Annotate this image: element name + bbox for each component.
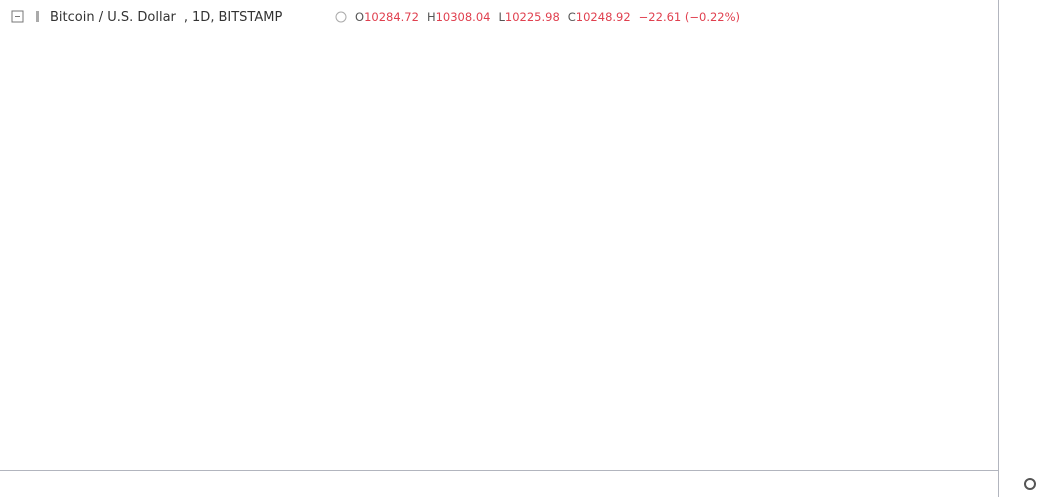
ohlc-label: C xyxy=(568,10,576,24)
ohlc-value: 10248.92 xyxy=(576,10,631,24)
symbol-name: Bitcoin / U.S. Dollar xyxy=(50,10,177,25)
settings-icon[interactable] xyxy=(1024,478,1036,490)
interval: 1D xyxy=(192,10,210,25)
symbol: Bitcoin / U.S. Dollar, 1D, BITSTAMP xyxy=(50,10,282,25)
ohlc-value: 10284.72 xyxy=(364,10,419,24)
header: Bitcoin / U.S. Dollar, 1D, BITSTAMP O10284… xyxy=(11,10,740,25)
ohlc-value: 10308.04 xyxy=(436,10,491,24)
change: −22.61 (−0.22%) xyxy=(639,10,740,24)
collapse-icon[interactable] xyxy=(11,10,24,23)
exchange: BITSTAMP xyxy=(218,10,282,25)
ohlc-label: H xyxy=(427,10,436,24)
gear[interactable] xyxy=(1024,478,1036,490)
ohlc-legend: O10284.72 H10308.04 L10225.98 C10248.92 −22.… xyxy=(355,10,740,24)
ohlc-label: L xyxy=(498,10,505,24)
ohlc-label: O xyxy=(355,10,364,24)
status-dot xyxy=(335,11,347,23)
symbol-icon xyxy=(36,11,39,22)
price-axis-bg xyxy=(998,0,1058,497)
ohlc-value: 10225.98 xyxy=(505,10,560,24)
